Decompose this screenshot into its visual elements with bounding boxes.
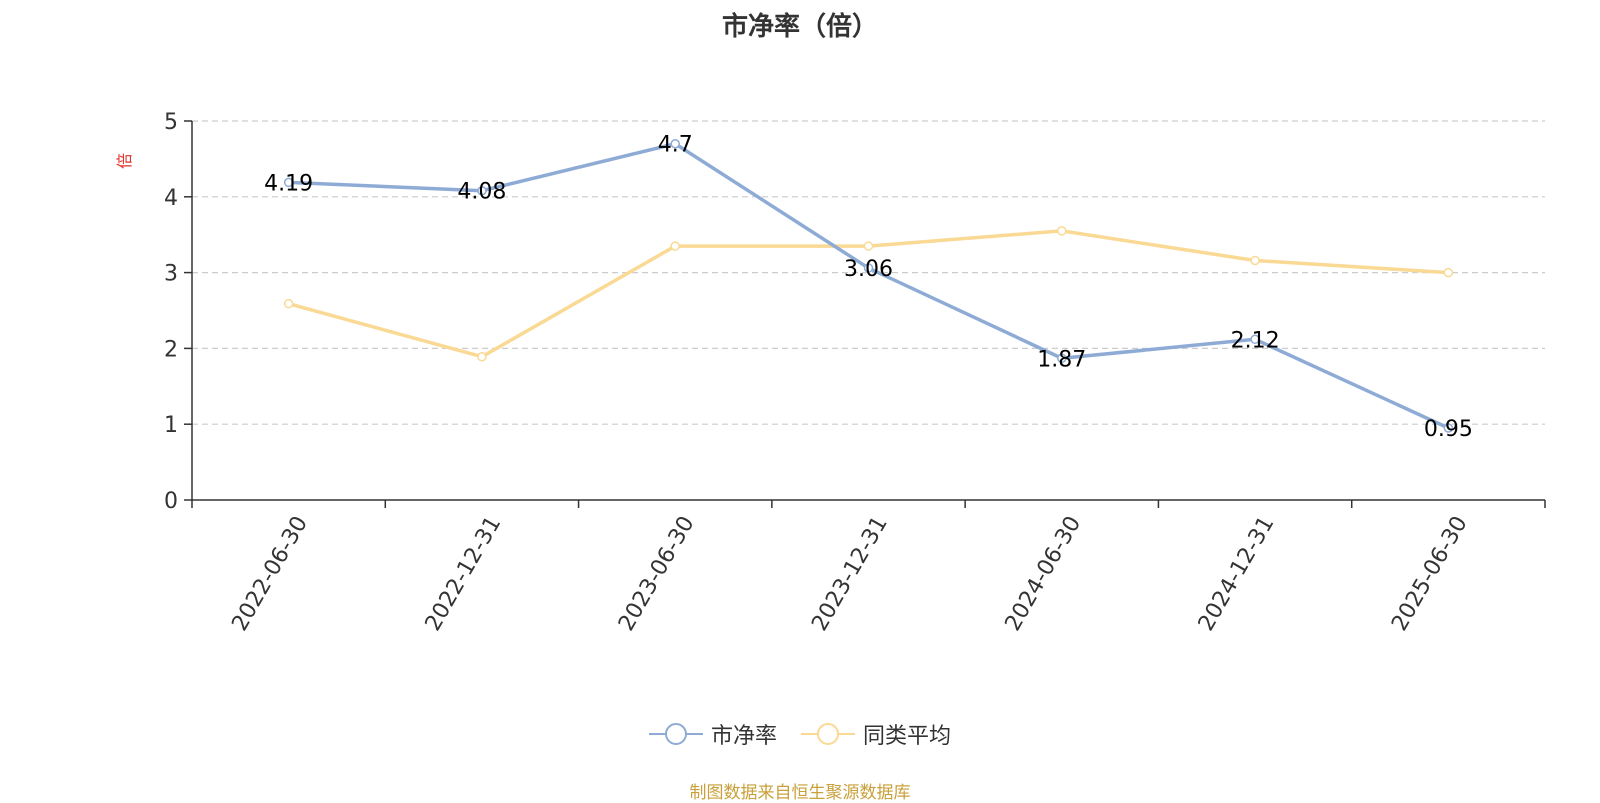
data-point xyxy=(1443,423,1454,433)
data-point xyxy=(1057,353,1067,364)
data-point xyxy=(670,241,680,251)
data-labels: 4.19 4.08 4.7 3.06 1.87 2.12 0.95 xyxy=(264,133,1473,442)
y-tick-label: 5 xyxy=(164,110,178,135)
y-tick-label: 1 xyxy=(164,413,178,438)
legend-label: 同类平均 xyxy=(863,724,952,749)
y-axis-label: 倍 xyxy=(115,153,134,169)
legend-item-series-2[interactable]: 同类平均 xyxy=(801,718,951,750)
data-point xyxy=(670,138,680,149)
data-point xyxy=(1443,267,1454,278)
y-tick-label: 3 xyxy=(164,262,178,287)
x-tick-label: 2024-12-31 xyxy=(1194,512,1280,635)
x-tick-label: 2024-06-30 xyxy=(1001,512,1087,635)
y-tick-label: 4 xyxy=(164,186,178,211)
data-label: 4.08 xyxy=(457,180,506,205)
data-label: 4.19 xyxy=(264,171,313,196)
legend-line-marker-icon xyxy=(801,723,855,745)
x-tick-label: 2022-06-30 xyxy=(227,512,313,635)
data-point xyxy=(863,263,874,273)
x-tick-label: 2023-06-30 xyxy=(614,512,700,635)
x-tick-label: 2023-12-31 xyxy=(807,512,893,635)
data-point xyxy=(1250,334,1260,345)
y-tick-label: 0 xyxy=(164,489,178,514)
data-label: 2.12 xyxy=(1231,328,1280,353)
data-point xyxy=(283,298,294,309)
legend-item-series-1[interactable]: 市净率 xyxy=(648,718,777,750)
chart-title: 市净率（倍） xyxy=(721,12,878,42)
data-point xyxy=(283,177,294,188)
data-point xyxy=(1057,226,1067,236)
data-label: 4.7 xyxy=(658,133,693,158)
data-label: 0.95 xyxy=(1424,417,1473,442)
data-label: 3.06 xyxy=(844,257,893,282)
legend-line-marker-icon xyxy=(648,723,703,745)
data-point xyxy=(863,241,874,251)
data-point xyxy=(477,185,487,196)
data-point xyxy=(1250,255,1260,266)
axes xyxy=(184,120,1546,508)
data-point xyxy=(477,351,487,362)
data-label: 1.87 xyxy=(1037,347,1086,372)
data-source-note: 制图数据来自恒生聚源数据库 xyxy=(689,783,911,803)
legend-label: 市净率 xyxy=(710,724,777,749)
legend: 市净率 同类平均 xyxy=(0,718,1600,750)
series-layer xyxy=(283,138,1454,433)
y-tick-labels: 0 1 2 3 4 5 xyxy=(164,110,178,514)
grid-lines xyxy=(192,120,1545,425)
y-tick-label: 2 xyxy=(164,337,178,362)
x-tick-labels: 2022-06-30 2022-12-31 2023-06-30 2023-12-31… xyxy=(227,512,1472,635)
x-tick-label: 2022-12-31 xyxy=(421,512,507,635)
x-tick-label: 2025-06-30 xyxy=(1387,512,1473,635)
